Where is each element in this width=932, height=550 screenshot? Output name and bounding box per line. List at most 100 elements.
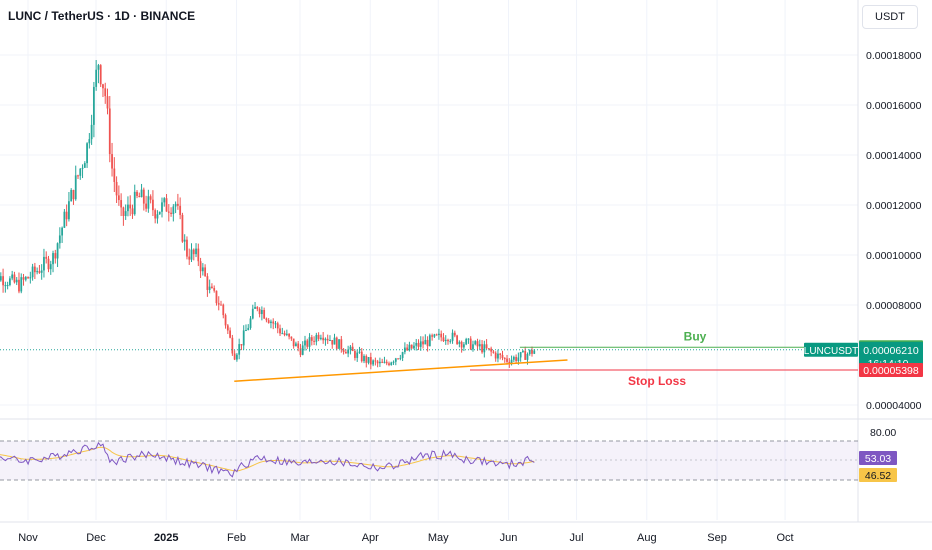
candle-body (281, 333, 284, 335)
candle-body (494, 352, 497, 359)
candle-body (313, 340, 315, 342)
candle-body (45, 256, 48, 259)
candle-body (497, 353, 499, 359)
candle-body (451, 332, 454, 341)
candle-body (136, 191, 138, 196)
candle-body (199, 261, 202, 272)
candle-body (222, 304, 225, 316)
candle-body (288, 333, 291, 337)
candle-body (326, 338, 329, 341)
candle-body (226, 325, 229, 331)
candle-body (397, 358, 399, 360)
candle-body (172, 206, 175, 214)
candle-body (503, 358, 506, 360)
candle-body (208, 286, 211, 290)
candle-body (52, 253, 54, 265)
candle-body (519, 352, 522, 358)
candle-body (263, 310, 266, 319)
candle-body (351, 346, 354, 352)
candle-body (86, 143, 88, 164)
candle-body (204, 267, 207, 277)
candle-body (192, 249, 195, 255)
candle-body (406, 347, 409, 351)
x-tick-label: Aug (637, 532, 657, 544)
candle-body (347, 349, 350, 354)
candle-body (512, 356, 515, 360)
candle-body (522, 350, 524, 353)
candle-body (188, 256, 191, 260)
candle-body (515, 356, 518, 362)
candle-body (2, 276, 4, 286)
currency-selector[interactable]: USDT (862, 5, 918, 29)
x-tick-label: Feb (227, 532, 246, 544)
candle-body (149, 196, 152, 200)
candle-body (401, 352, 404, 358)
ticker-badge: LUNCUSDT (804, 346, 858, 357)
candle-body (349, 346, 352, 350)
candle-body (447, 339, 449, 342)
candle-body (79, 168, 82, 176)
candle-body (510, 359, 513, 364)
candle-body (322, 337, 325, 341)
candle-body (381, 361, 384, 363)
candle-body (238, 344, 241, 355)
x-tick-label: Oct (777, 532, 794, 544)
rsi-band-fill (0, 441, 858, 480)
candle-body (517, 357, 520, 362)
x-tick-label: Dec (86, 532, 106, 544)
candle-body (383, 361, 386, 363)
candle-body (319, 337, 322, 339)
candle-body (6, 284, 9, 286)
candle-body (11, 274, 14, 279)
candle-body (329, 340, 331, 342)
y-tick-label: 0.00010000 (866, 250, 922, 262)
last-price-badge-bg (859, 341, 923, 370)
candle-body (111, 154, 113, 169)
candle-body (142, 189, 145, 204)
candle-body (449, 340, 452, 342)
candle-body (161, 202, 163, 212)
candle-body (133, 191, 136, 215)
stop-loss-price-badge-bg (859, 363, 923, 378)
candle-body (92, 86, 95, 125)
last-price-badge: 0.00006210 (863, 345, 919, 357)
candle-body (422, 341, 424, 345)
candle-body (342, 349, 345, 352)
candle-body (458, 341, 461, 344)
candle-body (444, 339, 447, 342)
candle-body (224, 315, 227, 326)
candle-body (47, 258, 50, 270)
candle-body (297, 343, 300, 349)
candle-body (340, 339, 343, 350)
y-tick-label: 0.00014000 (866, 150, 922, 162)
candle-body (245, 330, 247, 332)
candle-body (77, 175, 79, 177)
candle-body (15, 279, 18, 283)
candle-body (274, 323, 277, 325)
candle-body (0, 276, 2, 281)
candle-body (251, 308, 254, 319)
candle-body (356, 352, 359, 358)
candle-body (335, 337, 338, 349)
x-tick-label: Nov (18, 532, 38, 544)
candle-body (369, 357, 372, 365)
candle-body (472, 344, 474, 350)
candle-body (231, 337, 234, 354)
candle-body (295, 343, 297, 347)
candle-body (217, 303, 220, 305)
candle-body (501, 354, 504, 359)
candle-body (465, 339, 468, 345)
candle-body (317, 334, 320, 339)
candle-body (249, 318, 252, 328)
candle-body (301, 345, 304, 355)
candle-body (40, 270, 43, 273)
candle-body (367, 357, 370, 363)
candle-body (506, 358, 508, 362)
candle-body (95, 69, 98, 87)
candle-body (211, 286, 213, 289)
candle-body (483, 344, 486, 353)
candle-body (13, 274, 16, 283)
candle-body (487, 348, 490, 350)
y-tick-label: 0.00008000 (866, 300, 922, 312)
